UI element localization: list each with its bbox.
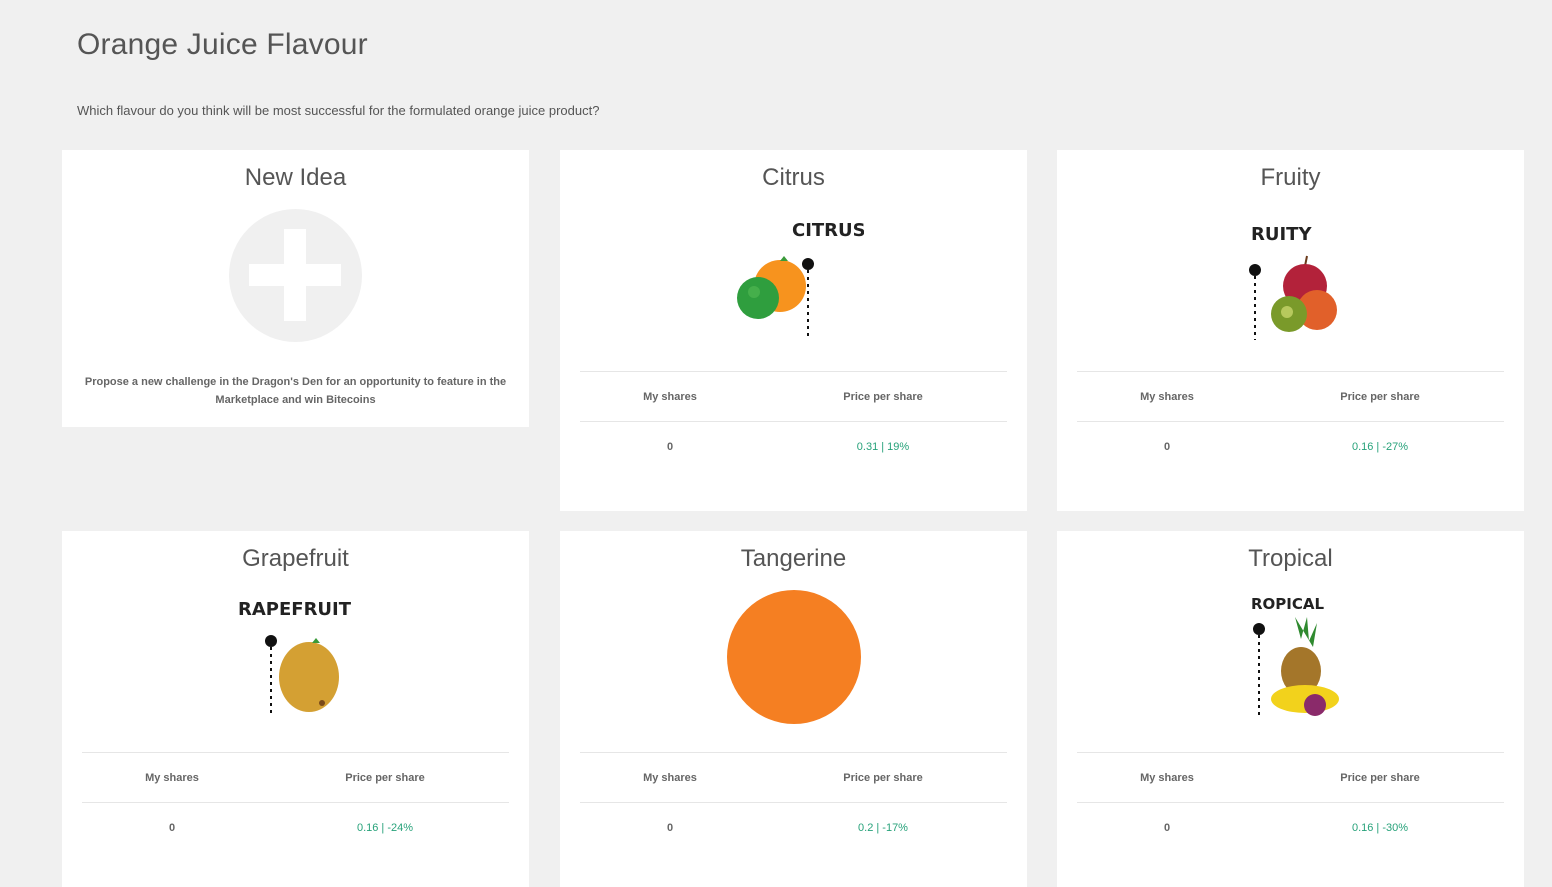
flavour-card-tropical[interactable]: Tropical ROPICAL My shares Price per sha…: [1057, 531, 1524, 887]
my-shares-label: My shares: [643, 391, 697, 403]
my-shares-value: 0: [666, 822, 674, 834]
flavour-card-fruity[interactable]: Fruity RUITY My shares Price per share 0…: [1057, 150, 1524, 511]
card-title: Fruity: [1260, 164, 1321, 191]
tangerine-circle-icon: [726, 590, 861, 724]
card-title: Tangerine: [740, 545, 847, 572]
card-title: Grapefruit: [242, 545, 349, 572]
price-per-share-label: Price per share: [1340, 772, 1420, 784]
fruity-image: RUITY: [1057, 206, 1524, 346]
plus-icon[interactable]: [229, 209, 362, 342]
tropical-fruit-icon: ROPICAL: [1251, 595, 1339, 719]
flavour-card-grapefruit[interactable]: Grapefruit RAPEFRUIT My shares Price per…: [62, 531, 529, 887]
price-per-share-label: Price per share: [345, 772, 425, 784]
grapefruit-fruit-icon: RAPEFRUIT: [238, 599, 352, 717]
my-shares-value: 0: [1163, 441, 1171, 453]
my-shares-value: 0: [1163, 822, 1171, 834]
tangerine-image: [560, 590, 1027, 724]
tropical-image: ROPICAL: [1057, 587, 1524, 727]
my-shares-label: My shares: [1140, 391, 1194, 403]
price-value: 0.31 | 19%: [856, 441, 910, 453]
price-per-share-label: Price per share: [1340, 391, 1420, 403]
fruity-fruit-icon: RUITY: [1248, 224, 1337, 340]
citrus-image: CITRUS: [560, 206, 1027, 346]
page-question: Which flavour do you think will be most …: [77, 103, 600, 118]
card-title: Citrus: [762, 164, 825, 191]
new-idea-title: New Idea: [244, 164, 347, 191]
image-label: CITRUS: [792, 220, 864, 241]
image-label: RAPEFRUIT: [238, 599, 352, 620]
my-shares-value: 0: [666, 441, 674, 453]
price-value: 0.16 | -30%: [1351, 822, 1409, 834]
flavour-card-tangerine[interactable]: Tangerine My shares Price per share 0 0.…: [560, 531, 1027, 887]
price-value: 0.2 | -17%: [858, 822, 908, 834]
price-value: 0.16 | -27%: [1351, 441, 1409, 453]
citrus-fruit-icon: CITRUS: [736, 220, 864, 336]
image-label: RUITY: [1251, 224, 1312, 245]
price-per-share-label: Price per share: [843, 772, 923, 784]
card-title: Tropical: [1248, 545, 1333, 572]
grapefruit-image: RAPEFRUIT: [62, 587, 529, 727]
my-shares-label: My shares: [1140, 772, 1194, 784]
new-idea-description: Propose a new challenge in the Dragon's …: [84, 376, 507, 406]
page-title: Orange Juice Flavour: [77, 28, 368, 61]
price-per-share-label: Price per share: [843, 391, 923, 403]
image-label: ROPICAL: [1251, 595, 1324, 613]
flavour-card-citrus[interactable]: Citrus CITRUS My shares Price per share …: [560, 150, 1027, 511]
my-shares-label: My shares: [145, 772, 199, 784]
price-value: 0.16 | -24%: [356, 822, 414, 834]
my-shares-value: 0: [168, 822, 176, 834]
new-idea-card[interactable]: New Idea Propose a new challenge in the …: [62, 150, 529, 427]
my-shares-label: My shares: [643, 772, 697, 784]
